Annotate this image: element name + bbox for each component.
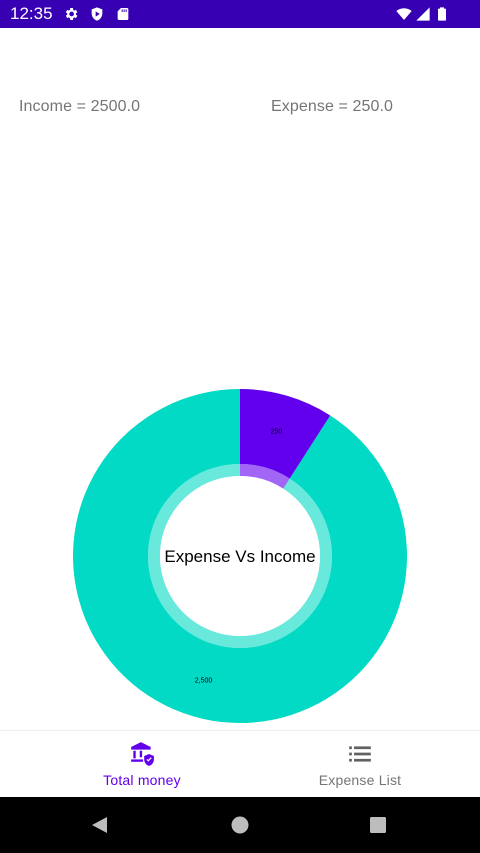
status-time: 12:35 xyxy=(10,4,53,23)
expense-label: Expense = 250.0 xyxy=(271,98,394,115)
back-icon[interactable] xyxy=(90,815,110,835)
chart-hole xyxy=(160,476,320,636)
home-icon[interactable] xyxy=(230,815,250,835)
gear-icon xyxy=(63,6,79,22)
nav-label-total-money: Total money xyxy=(103,772,181,788)
recents-icon[interactable] xyxy=(368,815,388,835)
battery-icon xyxy=(434,6,450,22)
pie-slice-ring-0 xyxy=(240,464,290,489)
nav-item-total-money[interactable]: Total money xyxy=(22,731,262,797)
pie-slice-label-0: 250 xyxy=(271,429,283,436)
sd-card-icon xyxy=(115,6,131,22)
shield-play-icon xyxy=(89,6,105,22)
pie-slice-label-1: 2,500 xyxy=(195,677,213,684)
status-bar: 12:35 xyxy=(0,0,480,28)
system-navigation-bar xyxy=(0,797,480,853)
nav-label-expense-list: Expense List xyxy=(318,772,402,788)
signal-icon xyxy=(415,6,431,22)
wifi-icon xyxy=(396,6,412,22)
nav-item-expense-list[interactable]: Expense List xyxy=(240,731,480,797)
expense-income-chart[interactable]: Expense Vs Income 250 2,500 xyxy=(0,380,480,730)
bottom-navigation: Total money Expense List xyxy=(0,730,480,796)
bank-shield-icon xyxy=(129,741,155,767)
chart-center-title: Expense Vs Income xyxy=(164,547,315,566)
income-label: Income = 2500.0 xyxy=(19,98,141,115)
list-icon xyxy=(347,741,373,767)
pie-slice-1[interactable] xyxy=(73,389,408,723)
pie-slice-0[interactable] xyxy=(240,389,331,479)
